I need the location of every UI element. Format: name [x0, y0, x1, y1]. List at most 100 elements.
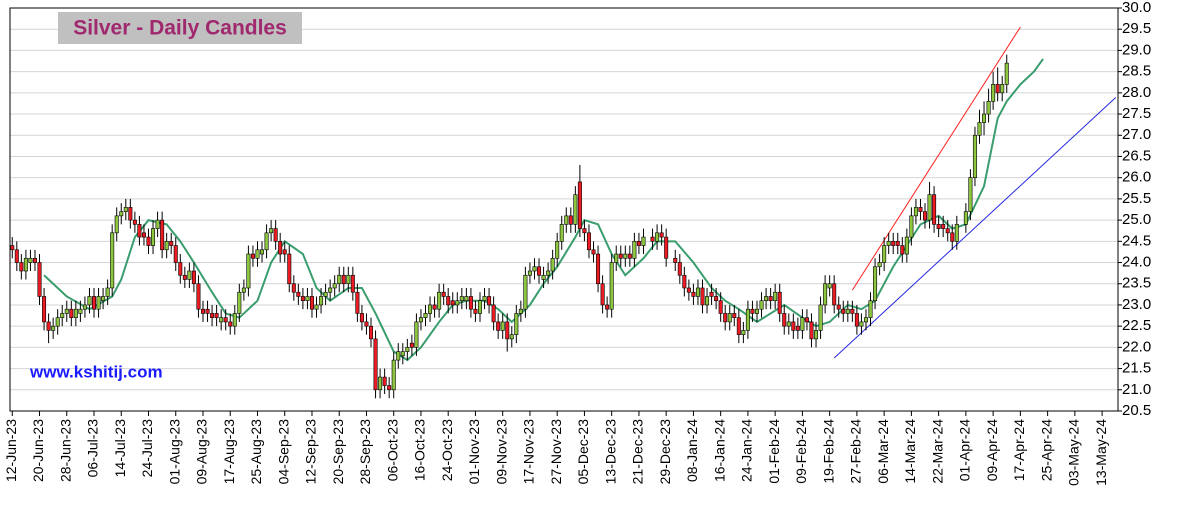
axes: 20.5 21.0 21.5 22.0 22.5 23.0 23.5 24.0 24.5 25.0…	[3, 0, 1151, 486]
candle-body	[836, 304, 841, 310]
candle-body	[296, 291, 301, 297]
candle-body	[37, 262, 42, 297]
candle-body	[496, 321, 501, 331]
candle-body	[23, 257, 28, 272]
candles	[10, 54, 1009, 399]
candle-body	[705, 296, 710, 306]
candle-body	[228, 321, 233, 327]
candle-body	[845, 308, 850, 314]
candle-body	[123, 207, 128, 212]
candle-body	[441, 291, 446, 297]
candle-body	[950, 232, 955, 242]
x-tick-label: 13-Dec-23	[602, 419, 618, 485]
candle-body	[573, 194, 578, 225]
candle-body	[541, 274, 546, 280]
x-tick-label: 03-May-24	[1066, 419, 1082, 486]
candle-body	[550, 257, 555, 272]
x-tick-label: 01-Feb-24	[766, 419, 782, 484]
candle-body	[418, 317, 423, 323]
candle-body	[132, 219, 137, 225]
candle-body	[777, 291, 782, 314]
candle-body	[714, 296, 719, 302]
candle-body	[241, 287, 246, 293]
x-tick-label: 17-Nov-23	[521, 419, 537, 485]
x-tick-label: 16-Jan-24	[711, 419, 727, 482]
candle-body	[718, 300, 723, 314]
x-tick-label: 01-Aug-23	[166, 419, 182, 485]
candle-body	[487, 296, 492, 306]
candle-body	[904, 236, 909, 255]
candle-body	[287, 253, 292, 285]
x-tick-label: 21-Dec-23	[630, 419, 646, 485]
y-tick-label: 27.0	[1122, 126, 1151, 143]
candle-body	[591, 249, 596, 255]
website-annotation: www.kshitij.com	[29, 362, 163, 381]
candle-body	[60, 313, 65, 318]
candle-body	[101, 296, 106, 302]
candle-body	[995, 84, 1000, 94]
candle-body	[42, 296, 47, 323]
candle-body	[96, 296, 101, 310]
candle-body	[437, 291, 442, 310]
y-tick-label: 24.5	[1122, 232, 1151, 249]
x-tick-label: 08-Jan-24	[684, 419, 700, 482]
y-tick-label: 28.0	[1122, 84, 1151, 101]
candle-body	[700, 287, 705, 306]
candle-body	[659, 232, 664, 238]
candle-body	[164, 241, 169, 251]
candle-body	[854, 313, 859, 327]
candle-body	[178, 262, 183, 276]
candle-body	[863, 317, 868, 323]
x-tick-label: 01-Nov-23	[466, 419, 482, 485]
candle-body	[791, 321, 796, 331]
x-tick-label: 25-Aug-23	[248, 419, 264, 485]
candle-body	[269, 228, 274, 234]
candle-body	[323, 291, 328, 297]
candle-body	[641, 236, 646, 246]
y-tick-label: 22.0	[1122, 338, 1151, 355]
x-tick-label: 25-Apr-24	[1038, 419, 1054, 481]
candle-body	[477, 300, 482, 314]
candle-body	[246, 253, 251, 289]
y-tick-label: 23.0	[1122, 296, 1151, 313]
candle-body	[314, 304, 319, 310]
candle-body	[514, 313, 519, 335]
candle-body	[200, 308, 205, 314]
candle-body	[491, 304, 496, 323]
candle-body	[636, 241, 641, 246]
x-tick-label: 12-Sep-23	[303, 419, 319, 485]
candle-body	[46, 321, 51, 331]
candle-body	[873, 266, 878, 302]
x-tick-label: 24-Oct-23	[439, 419, 455, 481]
candle-body	[355, 291, 360, 314]
candle-body	[464, 296, 469, 302]
y-tick-label: 25.5	[1122, 190, 1151, 207]
candle-body	[151, 228, 156, 246]
candle-body	[64, 308, 69, 314]
candle-body	[691, 291, 696, 297]
candle-body	[609, 262, 614, 310]
candle-body	[732, 313, 737, 318]
x-tick-label: 27-Nov-23	[548, 419, 564, 485]
candle-body	[759, 300, 764, 310]
candle-body	[114, 215, 119, 234]
candle-body	[482, 296, 487, 302]
x-tick-label: 14-Jul-23	[112, 419, 128, 478]
x-tick-label: 04-Sep-23	[275, 419, 291, 485]
candle-body	[509, 334, 514, 340]
candle-body	[319, 296, 324, 306]
candle-body	[214, 313, 219, 318]
candle-body	[804, 317, 809, 323]
candle-body	[173, 245, 178, 263]
candle-body	[446, 296, 451, 306]
candle-body	[982, 113, 987, 123]
candle-body	[809, 321, 814, 340]
candle-body	[655, 232, 660, 242]
candle-body	[423, 313, 428, 318]
candle-body	[264, 232, 269, 251]
candle-body	[972, 134, 977, 178]
candle-body	[605, 304, 610, 310]
candle-body	[623, 253, 628, 259]
plot-frame	[9, 7, 1119, 412]
candle-body	[260, 249, 265, 255]
